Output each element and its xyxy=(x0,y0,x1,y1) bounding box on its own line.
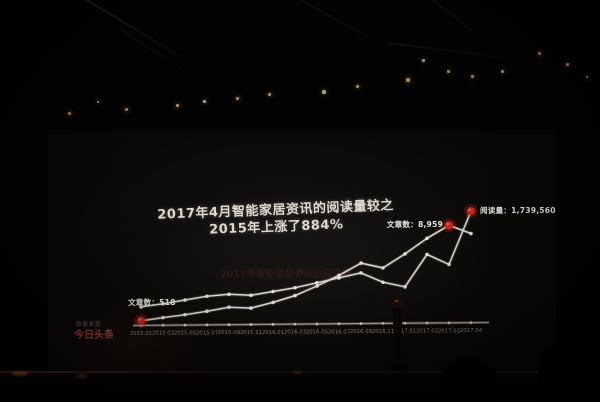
data-point-marker xyxy=(359,261,363,265)
axis-tick-label: 2015.01 xyxy=(130,331,152,337)
presenter-legs xyxy=(395,332,401,366)
data-point-label: 阅读量：1,739,560 xyxy=(480,205,556,215)
axis-tick-label: 2016.05 xyxy=(306,329,328,335)
data-point-marker xyxy=(381,266,385,270)
axis-tick-label: 2016.09 xyxy=(350,329,373,335)
data-point-marker xyxy=(183,312,187,317)
axis-tick xyxy=(205,323,209,327)
toutiao-logo: 今日头条 xyxy=(73,328,115,341)
data-point-marker xyxy=(227,292,231,297)
red-dot-marker xyxy=(466,206,476,216)
axis-tick-label: 2017.02 xyxy=(416,329,438,335)
red-dot-highlight xyxy=(446,222,449,226)
axis-tick xyxy=(425,321,429,325)
axis-tick xyxy=(469,321,473,325)
data-point-marker xyxy=(403,252,407,256)
data-point-marker xyxy=(469,231,473,236)
axis-tick-label: 2015.07 xyxy=(196,330,218,336)
red-dot-highlight xyxy=(468,208,471,211)
axis-tick-label: 2015.03 xyxy=(152,331,174,337)
audience-silhouette xyxy=(538,340,600,402)
data-point-marker xyxy=(205,309,209,314)
data-point-marker xyxy=(161,301,165,306)
axis-tick-label: 2016.01 xyxy=(262,330,284,336)
data-point-marker xyxy=(447,262,451,267)
axis-tick-label: 2016.03 xyxy=(284,330,306,336)
data-point-marker xyxy=(271,289,275,294)
data-point-marker xyxy=(359,271,363,275)
data-point-marker xyxy=(249,293,253,298)
axis-tick xyxy=(183,323,187,327)
presenter-silhouette xyxy=(387,298,409,370)
axis-tick-label: 2017.03 xyxy=(438,328,460,334)
data-point-label: 文章数：8,959 xyxy=(387,219,443,229)
data-point-marker xyxy=(205,294,209,299)
stage-floor xyxy=(0,373,600,400)
audience-silhouette xyxy=(440,358,498,402)
axis-tick xyxy=(293,322,297,326)
red-dot-marker xyxy=(136,316,146,326)
axis-tick-label: 2015.11 xyxy=(240,330,262,336)
axis-tick xyxy=(271,322,275,326)
stage-edge-glow xyxy=(76,374,87,378)
axis-tick-label: 2017.04 xyxy=(460,328,483,334)
data-point-marker xyxy=(183,298,187,302)
axis-tick xyxy=(381,322,385,325)
axis-tick xyxy=(249,323,253,326)
axis-tick-label: 2015.09 xyxy=(218,330,241,336)
axis-tick xyxy=(337,322,341,326)
source-label: 数据来源 xyxy=(76,320,101,328)
stage-edge-glow xyxy=(12,371,28,376)
axis-tick xyxy=(161,323,165,327)
data-point-marker xyxy=(425,236,429,241)
data-point-marker xyxy=(271,300,275,305)
data-point-marker xyxy=(381,280,385,285)
axis-tick xyxy=(227,323,231,327)
data-point-marker xyxy=(161,315,165,320)
axis-tick-label: 2016.07 xyxy=(328,329,350,335)
data-point-marker xyxy=(249,306,253,310)
data-point-marker xyxy=(227,305,231,309)
axis-tick xyxy=(447,321,451,325)
data-point-marker xyxy=(425,252,429,257)
data-point-marker xyxy=(293,293,297,298)
axis-tick-label: 2015.05 xyxy=(174,331,196,337)
stage-edge-glow xyxy=(293,371,302,374)
axis-tick xyxy=(359,322,363,325)
presenter-body xyxy=(393,307,402,333)
data-point-marker xyxy=(403,285,407,289)
data-point-marker xyxy=(315,280,319,285)
axis-tick xyxy=(315,322,319,326)
data-point-marker xyxy=(337,276,341,280)
data-point-marker xyxy=(139,305,143,309)
red-dot-marker xyxy=(444,221,454,230)
red-dot-highlight xyxy=(138,318,141,321)
data-point-marker xyxy=(293,285,297,290)
